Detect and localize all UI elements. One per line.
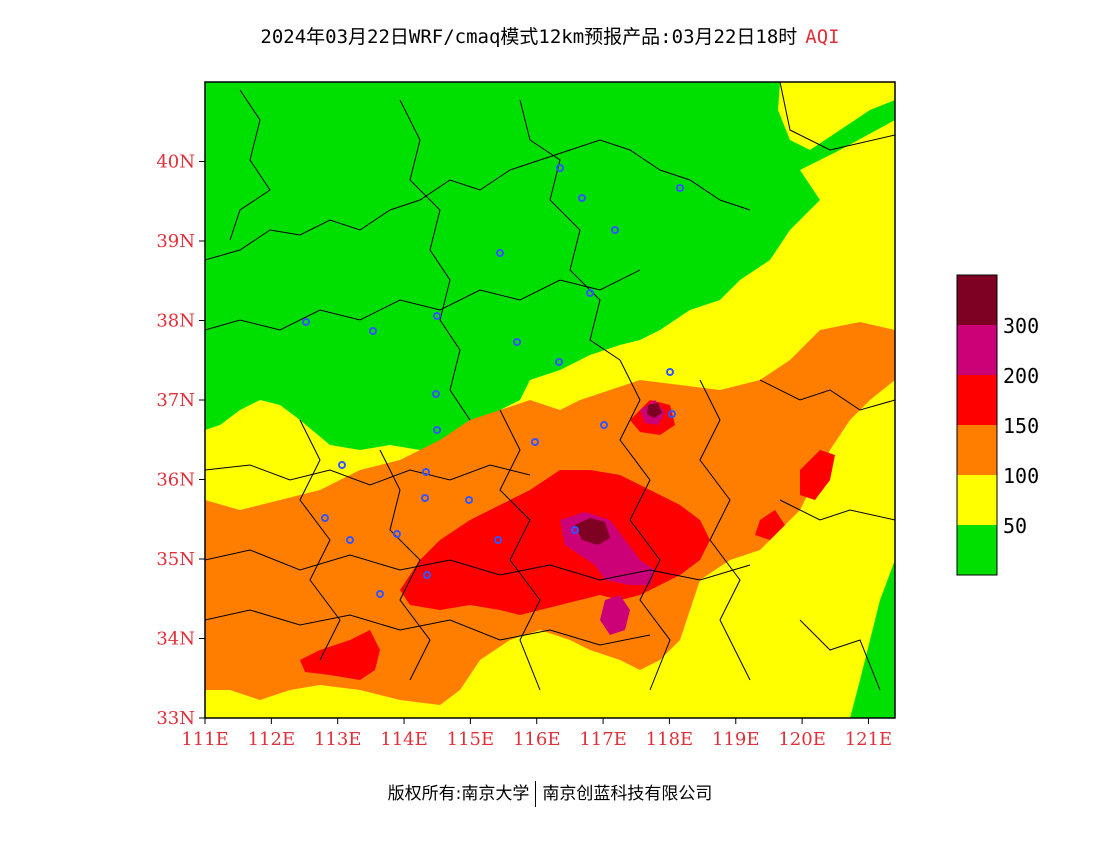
station-marker <box>611 226 619 234</box>
station-marker <box>302 318 310 326</box>
legend-label-300: 300 <box>1003 314 1039 338</box>
x-tick-label-111E: 111E <box>181 729 229 750</box>
y-tick-label-35N: 35N <box>156 549 195 570</box>
station-marker <box>423 571 431 579</box>
station-marker <box>376 590 384 598</box>
longitude-labels: 111E 112E 113E 114E 115E 116E 117E 118E 119E 120E… <box>181 729 892 750</box>
legend-swatch-unhealthy <box>957 375 997 425</box>
station-marker <box>496 249 504 257</box>
legend-label-150: 150 <box>1003 414 1039 438</box>
footer-separator <box>535 781 537 807</box>
x-tick-label-119E: 119E <box>712 729 760 750</box>
good-aqi-region-southeast <box>850 560 895 718</box>
station-marker <box>346 536 354 544</box>
hazardous-aqi-region <box>575 403 662 545</box>
legend-label-200: 200 <box>1003 364 1039 388</box>
y-tick-label-36N: 36N <box>156 470 195 491</box>
aqi-field <box>205 82 895 718</box>
very-unhealthy-aqi-region <box>560 400 665 635</box>
y-tick-label-40N: 40N <box>156 152 195 173</box>
copyright-footer: 版权所有:南京大学 南京创蓝科技有限公司 <box>0 779 1100 807</box>
province-boundaries <box>205 82 895 691</box>
legend-swatch-hazardous <box>957 275 997 325</box>
station-marker <box>321 514 329 522</box>
station-marker <box>571 526 579 534</box>
station-marker <box>338 461 346 469</box>
x-tick-label-121E: 121E <box>845 729 893 750</box>
station-marker <box>531 438 539 446</box>
x-tick-label-116E: 116E <box>513 729 561 750</box>
legend-frame <box>956 274 998 576</box>
station-marker <box>586 289 594 297</box>
title-main: 2024年03月22日WRF/cmaq模式12km预报产品:03月22日18时 <box>260 26 798 48</box>
x-tick-label-112E: 112E <box>248 729 296 750</box>
chart-title: 2024年03月22日WRF/cmaq模式12km预报产品:03月22日18时 A… <box>0 22 1100 49</box>
station-marker <box>369 327 377 335</box>
station-marker <box>393 530 401 538</box>
latitude-labels: 33N 34N 35N 36N 37N 38N 39N 40N <box>156 152 195 730</box>
legend-swatch-good <box>957 525 997 575</box>
legend-swatch-usg <box>957 425 997 475</box>
legend-swatch-moderate <box>957 475 997 525</box>
axis-ticks <box>199 161 869 724</box>
x-tick-label-114E: 114E <box>380 729 428 750</box>
x-tick-label-118E: 118E <box>646 729 694 750</box>
x-tick-label-117E: 117E <box>579 729 627 750</box>
station-marker <box>555 358 563 366</box>
y-tick-label-37N: 37N <box>156 390 195 411</box>
footer-left: 版权所有:南京大学 <box>387 784 530 804</box>
x-tick-label-120E: 120E <box>778 729 826 750</box>
monitoring-stations <box>302 164 684 598</box>
station-marker <box>421 494 429 502</box>
station-marker <box>513 338 521 346</box>
good-aqi-region <box>205 82 895 450</box>
station-marker <box>433 426 441 434</box>
legend-label-100: 100 <box>1003 464 1039 488</box>
y-tick-label-39N: 39N <box>156 231 195 252</box>
x-tick-label-115E: 115E <box>447 729 495 750</box>
station-marker <box>494 536 502 544</box>
legend-swatch-very-unhealthy <box>957 325 997 375</box>
station-marker <box>432 390 440 398</box>
station-marker <box>676 184 684 192</box>
station-marker <box>668 410 676 418</box>
footer-right: 南京创蓝科技有限公司 <box>542 784 713 804</box>
y-tick-label-38N: 38N <box>156 311 195 332</box>
x-tick-label-113E: 113E <box>314 729 362 750</box>
station-marker <box>600 421 608 429</box>
title-variable: AQI <box>805 26 840 48</box>
station-marker <box>578 194 586 202</box>
station-marker <box>556 164 564 172</box>
station-marker <box>422 468 430 476</box>
y-tick-label-33N: 33N <box>156 708 195 729</box>
station-marker <box>465 496 473 504</box>
legend-label-50: 50 <box>1003 514 1027 538</box>
station-marker <box>433 312 441 320</box>
aqi-legend: 300 200 150 100 50 <box>956 274 1039 576</box>
station-marker <box>666 368 674 376</box>
y-tick-label-34N: 34N <box>156 629 195 650</box>
